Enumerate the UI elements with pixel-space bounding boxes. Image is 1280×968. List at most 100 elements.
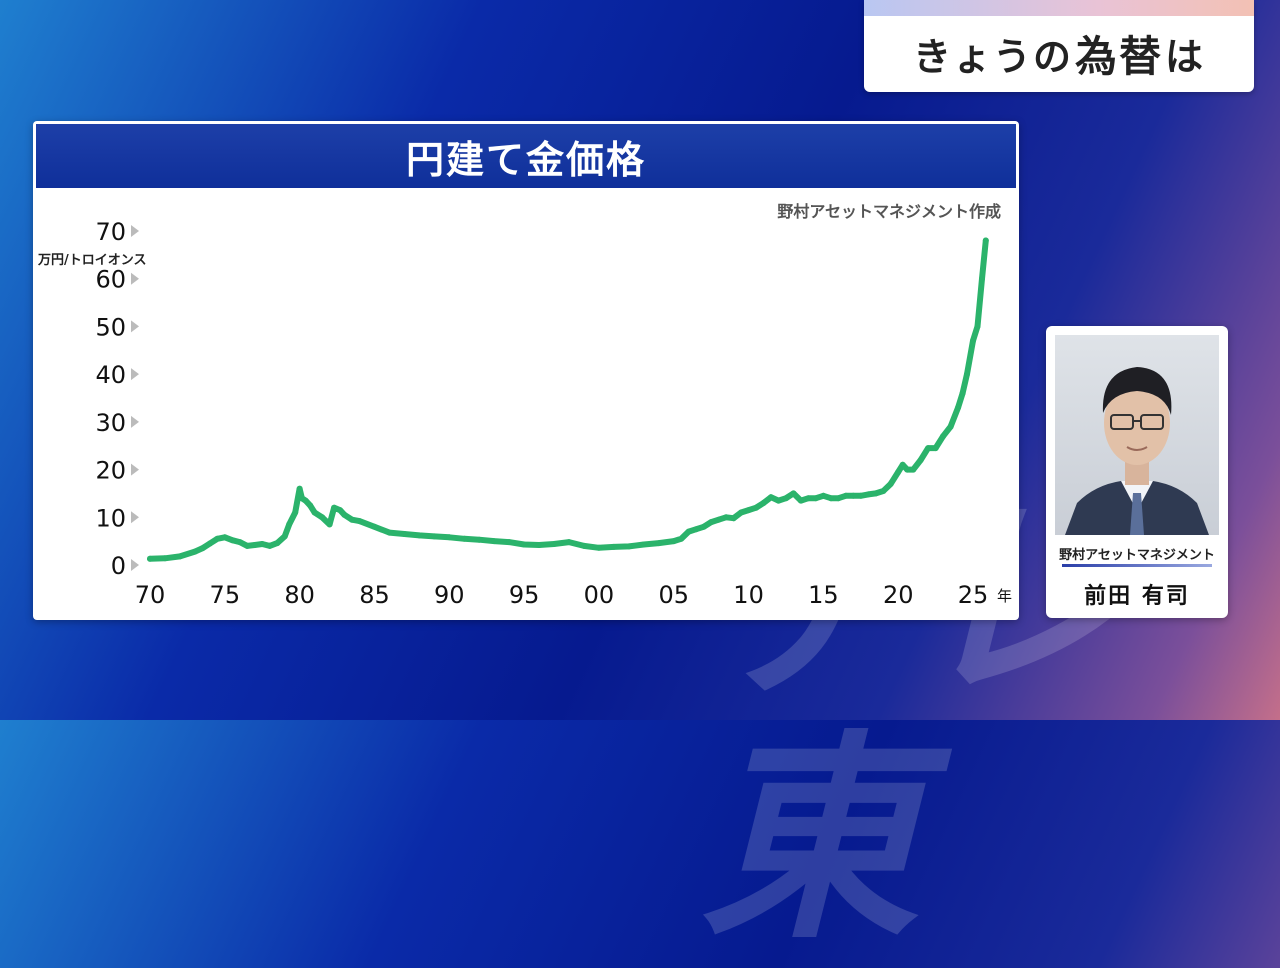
y-axis: 0 10 20 30 40 50 60 70 [95,218,139,580]
data-point [917,457,924,463]
data-point [461,535,468,542]
data-point [655,540,662,547]
data-point [783,495,789,502]
guest-card: 野村アセットマネジメント 前田 有司 [1046,326,1228,618]
data-point [311,509,318,516]
data-point [904,466,911,473]
data-point [925,445,932,452]
data-point [959,390,966,397]
data-point [356,518,363,525]
y-tick-arrow [131,559,139,571]
data-point [842,492,849,499]
y-tick-label: 20 [95,457,126,485]
chart-card: 円建て金価格 野村アセットマネジメント作成 万円/トロイオンス 0 10 20 30 4… [33,121,1019,620]
topic-title-em: 為替 [1074,31,1163,81]
x-tick-label: 00 [584,581,615,609]
data-point [899,461,906,468]
x-tick-label: 75 [210,581,241,609]
data-point [835,495,842,502]
data-point [827,495,834,502]
data-point [431,533,438,540]
data-point [581,542,587,549]
topic-banner: きょうの 為替は [864,0,1254,92]
data-point [857,492,864,499]
x-tick-label: 20 [883,581,914,609]
data-point [337,507,343,514]
data-point [206,540,213,547]
data-point [790,490,797,497]
data-point [887,480,894,487]
data-point [326,521,333,528]
data-point [536,542,543,548]
data-point [302,497,309,504]
data-point [979,275,985,282]
data-point [738,509,745,516]
y-tick-label: 30 [95,409,126,437]
data-point [386,529,393,536]
y-tick-label: 70 [95,218,126,246]
series-line-gold-price [147,237,989,562]
data-point [221,534,228,541]
data-point [551,541,557,547]
data-point [700,523,707,530]
data-point [685,528,692,535]
topic-title: きょうの 為替は [864,22,1254,84]
data-point [371,523,378,530]
y-tick-arrow [131,272,139,285]
data-point [797,497,804,504]
data-point [730,515,737,522]
chart-source: 野村アセットマネジメント作成 [777,202,1001,221]
data-point [745,507,752,514]
data-point [401,531,408,537]
data-point [947,423,954,430]
guest-company: 野村アセットマネジメント [1059,548,1215,563]
x-tick-label: 90 [434,581,465,609]
data-point [341,511,348,518]
data-point [775,497,782,504]
data-point [715,516,722,523]
y-tick-label: 40 [95,361,126,389]
data-point [236,539,243,546]
data-point [670,538,677,545]
data-point [964,371,970,378]
data-point [708,519,715,526]
y-tick-arrow [131,368,139,381]
data-point [760,500,767,506]
data-point [162,555,168,562]
y-tick-arrow [131,511,139,524]
data-point [244,542,251,549]
data-point [259,541,266,547]
x-axis: 70 75 80 85 90 95 00 05 10 15 20 25 年 [135,581,1012,609]
x-axis-year-suffix: 年 [997,587,1012,605]
data-point [566,539,572,546]
data-point [910,466,917,473]
data-point [974,323,981,330]
x-tick-label: 10 [733,581,764,609]
data-point [805,495,812,502]
data-point [506,539,513,546]
data-point [880,488,887,494]
data-point [446,534,453,541]
chart-title: 円建て金価格 [36,124,1016,188]
topic-title-post: は [1165,34,1206,79]
data-point [296,485,303,492]
y-tick-arrow [131,320,139,333]
data-point [595,544,602,551]
topic-title-pre: きょうの [912,34,1073,79]
data-point [286,521,293,528]
data-point [281,533,288,540]
data-point [292,509,299,516]
y-tick-label: 50 [95,313,126,341]
data-point [476,536,483,543]
data-point [610,543,617,550]
guest-portrait-illustration [1065,367,1209,535]
data-point [820,492,827,499]
data-point [723,514,730,521]
data-point [416,532,423,539]
data-point [229,537,236,544]
data-point [521,541,528,548]
data-point [199,545,206,552]
x-tick-label: 05 [658,581,689,609]
gold-price-chart: 0 10 20 30 40 50 60 70 70 75 80 85 90 95 00 05 10 15 20 25… [95,218,1012,609]
data-point [251,542,258,548]
